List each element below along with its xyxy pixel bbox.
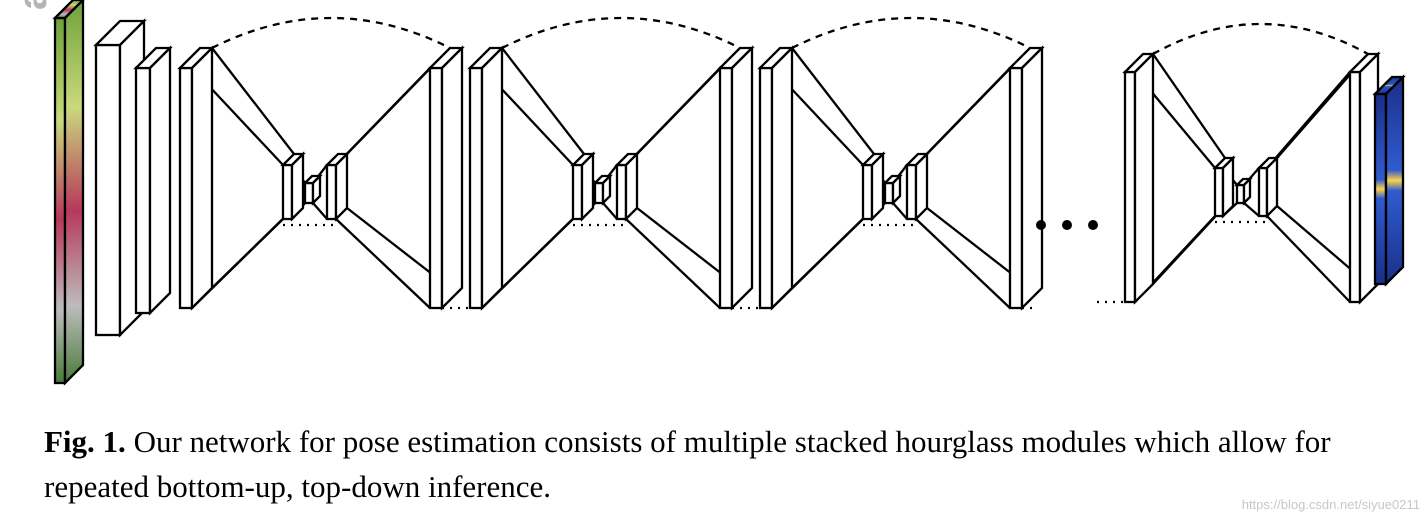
hourglass-final xyxy=(1125,24,1378,302)
hg-small-left xyxy=(283,154,303,219)
hg-tiny xyxy=(1237,179,1250,203)
hg-small-right xyxy=(327,154,347,219)
hg-big-right xyxy=(1350,54,1378,302)
hg-small-left xyxy=(863,154,883,219)
hg-big-right xyxy=(1010,48,1042,308)
hg-small-left xyxy=(1215,158,1233,216)
figure-caption: Fig. 1. Our network for pose estimation … xyxy=(44,420,1384,510)
hg-big-left xyxy=(760,48,792,308)
hg-small-right xyxy=(617,154,637,219)
hourglass-3 xyxy=(760,18,1042,308)
hg-big-right xyxy=(720,48,752,308)
hourglass-1 xyxy=(180,18,462,308)
hg-small-right xyxy=(1259,158,1277,216)
input-image-slab xyxy=(55,0,83,383)
stacked-hourglass-diagram: arXiv:1 xyxy=(0,0,1428,400)
caption-label: Fig. 1. xyxy=(44,424,126,459)
ellipsis-dot xyxy=(1036,220,1046,230)
csdn-watermark: https://blog.csdn.net/siyue0211 xyxy=(1242,497,1420,512)
hg-big-right xyxy=(430,48,462,308)
pre-slab-1 xyxy=(136,48,170,313)
arxiv-label: arXiv:1 xyxy=(11,0,55,10)
output-heatmap-slab xyxy=(1375,77,1403,284)
ellipsis-dot xyxy=(1088,220,1098,230)
hg-small-left xyxy=(573,154,593,219)
hg-big-left xyxy=(470,48,502,308)
hg-tiny xyxy=(305,176,320,203)
hourglass-2 xyxy=(470,18,752,308)
hg-small-right xyxy=(907,154,927,219)
caption-text: Our network for pose estimation consists… xyxy=(44,424,1331,504)
hg-big-left xyxy=(1125,54,1153,302)
hg-big-left xyxy=(180,48,212,308)
hg-tiny xyxy=(595,176,610,203)
ellipsis-dot xyxy=(1062,220,1072,230)
hg-tiny xyxy=(885,176,900,203)
